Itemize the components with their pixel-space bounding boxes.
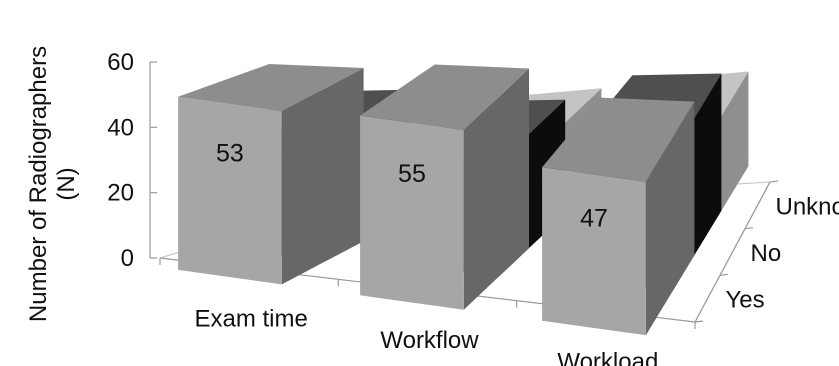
bar-front-face: [542, 167, 646, 336]
y-tick-label: 20: [107, 180, 134, 207]
y-tick-label: 40: [107, 114, 134, 141]
series-label: Yes: [726, 287, 765, 314]
y-tick-label: 0: [121, 245, 134, 272]
bar: 47: [542, 97, 695, 336]
y-axis-title-line1: Number of Radiographers: [25, 46, 52, 322]
y-tick-label: 60: [107, 49, 134, 76]
series-label: No: [751, 240, 782, 267]
depth-tick-mark: [769, 180, 779, 183]
depth-tick-mark: [744, 227, 754, 230]
category-label: Exam time: [194, 306, 307, 333]
bar-side-face: [463, 68, 529, 310]
category-label: Workflow: [380, 327, 479, 354]
depth-tick-mark: [694, 320, 704, 323]
series-label: Unknow: [776, 193, 839, 220]
chart-labels: Number of Radiographers (N) Exam time Wor…: [25, 46, 839, 366]
bar-side-face: [281, 68, 364, 285]
y-axis: 0 20 40 60: [107, 49, 157, 272]
bar-front-face: [360, 115, 464, 310]
depth-axis-line: [694, 181, 771, 323]
category-label: Workload: [557, 348, 658, 366]
bar: 55: [360, 64, 529, 310]
bar: 53: [178, 64, 364, 285]
bar-top-face: [178, 64, 364, 112]
bar-side-face: [645, 101, 695, 336]
bar-top-face: [542, 97, 695, 182]
y-axis-title-line2: (N): [53, 167, 80, 200]
bar-value-label: 53: [216, 139, 244, 167]
bar-value-label: 47: [580, 204, 608, 232]
bar-value-label: 55: [398, 160, 426, 188]
depth-tick-mark: [719, 273, 729, 276]
bar-series: 262829393542535547: [178, 64, 749, 336]
bar-front-face: [178, 96, 282, 285]
bar-top-face: [360, 64, 529, 131]
